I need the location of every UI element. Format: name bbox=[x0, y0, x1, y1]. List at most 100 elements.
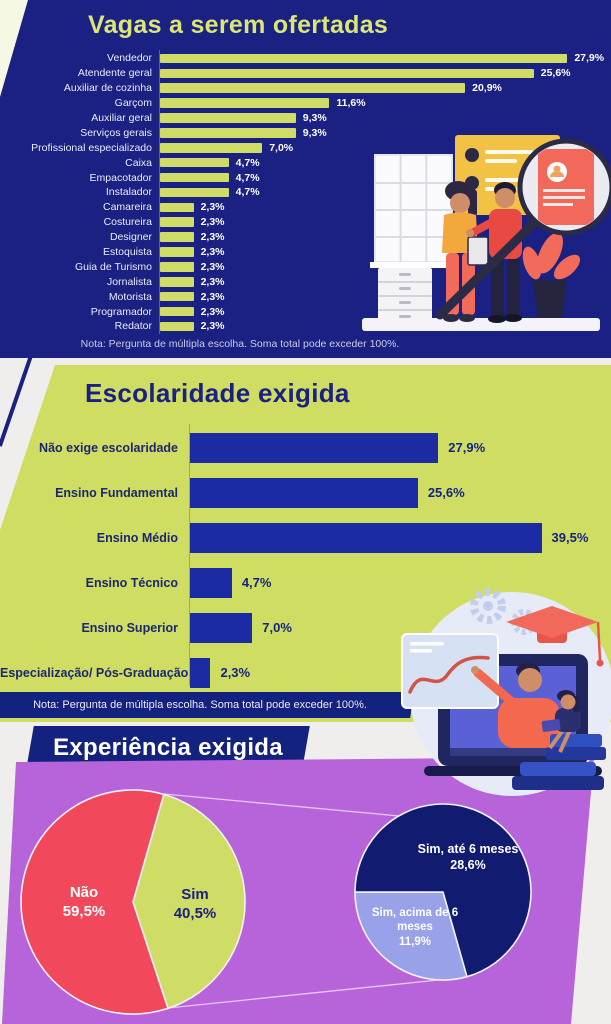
bar-value-label: 2,3% bbox=[200, 231, 225, 244]
bar bbox=[190, 522, 542, 553]
magnifier bbox=[435, 138, 611, 320]
bar bbox=[160, 142, 263, 153]
experience-pie-charts bbox=[20, 789, 532, 1015]
bar bbox=[160, 68, 534, 79]
bar bbox=[160, 232, 194, 242]
elearning-illustration bbox=[401, 588, 611, 796]
bar-category-label: Redator bbox=[114, 320, 152, 333]
woman-figure bbox=[442, 181, 489, 322]
bar-value-label: 2,3% bbox=[200, 275, 225, 288]
bar-value-label: 2,3% bbox=[200, 246, 225, 259]
bar-row: Designer 2,3% bbox=[0, 230, 611, 245]
bar-row: Atendente geral 25,6% bbox=[0, 66, 611, 81]
bar bbox=[190, 657, 211, 688]
bar-row: Instalador 4,7% bbox=[0, 185, 611, 200]
bar-row: Ensino Técnico 4,7% bbox=[0, 560, 611, 605]
pie-label-nao: Não 59,5% bbox=[44, 884, 124, 922]
bar-row: Serviços gerais 9,3% bbox=[0, 125, 611, 140]
callout-line-top bbox=[163, 793, 400, 817]
education-chart-axis-line bbox=[189, 424, 190, 686]
slice-value: 28,6% bbox=[450, 857, 486, 872]
bar-value-label: 4,7% bbox=[235, 156, 260, 169]
bar bbox=[190, 567, 232, 598]
bar bbox=[160, 217, 194, 228]
bar-row: Redator 2,3% bbox=[0, 319, 611, 334]
bar-value-label: 2,3% bbox=[200, 320, 225, 333]
bar-category-label: Designer bbox=[109, 231, 152, 244]
bar-category-label: Guia de Turismo bbox=[74, 260, 152, 273]
bar-category-label: Ensino Técnico bbox=[85, 575, 178, 590]
slice-label: Sim, até 6 meses bbox=[417, 842, 519, 856]
bar-category-label: Programador bbox=[90, 305, 152, 318]
bar-value-label: 27,9% bbox=[448, 440, 486, 455]
slice-value: 59,5% bbox=[62, 902, 106, 920]
bar bbox=[160, 277, 194, 287]
bar-value-label: 7,0% bbox=[262, 620, 292, 635]
bar-value-label: 4,7% bbox=[235, 171, 260, 184]
bar-value-label: 9,3% bbox=[302, 126, 327, 139]
bar bbox=[190, 612, 253, 643]
bar-value-label: 4,7% bbox=[241, 575, 272, 590]
slice-label: Sim bbox=[181, 886, 209, 903]
bar-category-label: Motorista bbox=[108, 290, 152, 303]
bar-value-label: 27,9% bbox=[574, 52, 605, 65]
bar-value-label: 2,3% bbox=[200, 290, 225, 303]
bar-row: Profissional especializado 7,0% bbox=[0, 140, 611, 155]
bar bbox=[160, 321, 194, 332]
presentation-board bbox=[401, 633, 499, 709]
bar-row: Estoquista 2,3% bbox=[0, 245, 611, 260]
bar-value-label: 2,3% bbox=[200, 201, 225, 214]
bar-category-label: Especialização/ Pós-Graduação bbox=[0, 665, 189, 680]
bar bbox=[160, 157, 229, 168]
bar-category-label: Costureira bbox=[103, 216, 152, 229]
jobs-chart-axis-line bbox=[159, 50, 160, 334]
bar-row: Especialização/ Pós-Graduação 2,3% bbox=[0, 650, 611, 695]
bar-row: Auxiliar geral 9,3% bbox=[0, 111, 611, 126]
pie-label-sim: Sim 40,5% bbox=[155, 886, 235, 924]
bar-row: Caixa 4,7% bbox=[0, 155, 611, 170]
slice-label: Não bbox=[69, 884, 99, 901]
bar-category-label: Ensino Fundamental bbox=[55, 485, 178, 500]
bar-row: Ensino Médio 39,5% bbox=[0, 515, 611, 560]
bar-row: Auxiliar de cozinha 20,9% bbox=[0, 81, 611, 96]
bar-category-label: Caixa bbox=[125, 156, 152, 169]
bar bbox=[160, 262, 194, 272]
bar-category-label: Jornalista bbox=[107, 275, 152, 288]
jobs-section-title: Vagas a serem ofertadas bbox=[88, 11, 389, 39]
bar bbox=[160, 83, 466, 94]
pie-slice-sim-acima-de-6-meses bbox=[354, 891, 468, 981]
teacher-figure bbox=[471, 663, 560, 748]
bar-category-label: Profissional especializado bbox=[31, 141, 152, 154]
education-section-title: Escolaridade exigida bbox=[85, 378, 350, 408]
bar-value-label: 20,9% bbox=[472, 82, 502, 95]
resume-card bbox=[538, 149, 594, 225]
bar-value-label: 25,6% bbox=[427, 485, 465, 500]
bar-row: Não exige escolaridade 27,9% bbox=[0, 425, 611, 470]
bar bbox=[160, 128, 296, 138]
bar-row: Garçom 11,6% bbox=[0, 96, 611, 111]
bar bbox=[190, 432, 439, 463]
pie-slice-n-o bbox=[20, 789, 169, 1015]
experience-detail-pie bbox=[354, 803, 532, 981]
pie-slice-sim-at-6-meses bbox=[354, 803, 532, 978]
bar bbox=[160, 187, 229, 198]
bar-value-label: 9,3% bbox=[302, 112, 327, 124]
bar-value-label: 39,5% bbox=[551, 530, 589, 545]
bar-row: Empacotador 4,7% bbox=[0, 170, 611, 185]
bar-row: Ensino Fundamental 25,6% bbox=[0, 470, 611, 515]
bar bbox=[160, 291, 194, 302]
books-stack bbox=[512, 762, 604, 790]
bar-value-label: 25,6% bbox=[540, 67, 571, 80]
slice-value: 11,9% bbox=[399, 935, 431, 948]
slice-label: Sim, acima de 6 meses bbox=[371, 907, 459, 934]
bar bbox=[160, 202, 194, 213]
bar-category-label: Camareira bbox=[102, 201, 152, 214]
bar-value-label: 2,3% bbox=[220, 665, 251, 680]
bar-category-label: Instalador bbox=[105, 186, 152, 199]
pie-slice-sim bbox=[132, 793, 246, 1010]
student-figure bbox=[541, 690, 606, 760]
bar-category-label: Serviços gerais bbox=[80, 126, 152, 139]
pie-label-sim-ate-6-meses: Sim, até 6 meses 28,6% bbox=[393, 842, 543, 873]
bar bbox=[160, 247, 194, 257]
